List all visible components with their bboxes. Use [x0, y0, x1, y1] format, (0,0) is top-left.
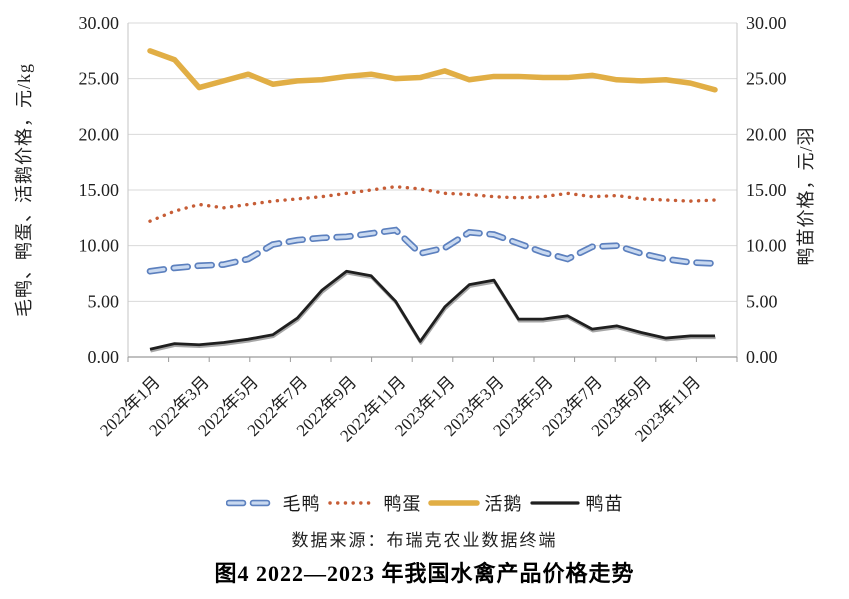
legend-label-yadan: 鸭蛋: [383, 494, 422, 514]
series-maoya-line: [148, 228, 717, 273]
left-axis-tick-label: 10.00: [79, 236, 120, 256]
left-axis-tick-label: 15.00: [79, 180, 120, 200]
right-axis-tick-label: 30.00: [746, 13, 787, 33]
legend-item-yadan: 鸭蛋: [327, 490, 422, 516]
left-axis-tick-label: 25.00: [79, 69, 120, 89]
right-axis-tick-label: 0.00: [746, 347, 778, 367]
legend-swatch-maoya: [225, 499, 278, 507]
legend-swatch-yadan: [327, 501, 378, 505]
legend-item-maoya: 毛鸭: [225, 490, 321, 516]
series-yadan-line: [148, 184, 717, 223]
chart-legend: 毛鸭 鸭蛋 活鹅 鸭苗: [0, 490, 849, 516]
right-axis-tick-label: 25.00: [746, 69, 787, 89]
legend-label-yamiao: 鸭苗: [585, 494, 624, 514]
series-yamiao-shadow: [150, 271, 716, 353]
left-axis-tick-label: 0.00: [88, 347, 120, 367]
left-axis-tick-label: 5.00: [88, 291, 120, 311]
right-axis-title: 鸭苗价格，元/羽: [796, 126, 816, 265]
right-axis-tick-label: 10.00: [746, 236, 787, 256]
left-axis-tick-label: 30.00: [79, 13, 120, 33]
legend-label-maoya: 毛鸭: [282, 494, 321, 514]
legend-swatch-huoe: [427, 500, 480, 506]
legend-item-yamiao: 鸭苗: [529, 490, 624, 516]
legend-label-huoe: 活鹅: [484, 494, 523, 514]
figure-title: 图4 2022—2023 年我国水禽产品价格走势: [214, 561, 635, 586]
legend-item-huoe: 活鹅: [427, 490, 523, 516]
series-huoe-line: [147, 48, 718, 93]
left-axis-title: 毛鸭、鸭蛋、活鹅价格，元/kg: [14, 63, 34, 317]
right-axis-tick-label: 5.00: [746, 291, 778, 311]
left-axis-tick-label: 20.00: [79, 124, 120, 144]
right-axis-tick-label: 20.00: [746, 124, 787, 144]
right-axis-tick-label: 15.00: [746, 180, 787, 200]
waterfowl-price-chart: 0.00 0.00 5.00 5.00 10.00 10.00 15.00 15.00 20.0…: [14, 13, 816, 445]
series-yamiao-line: [149, 269, 715, 351]
legend-swatch-yamiao: [529, 501, 580, 505]
data-source-caption: 数据来源：布瑞克农业数据终端: [291, 531, 558, 550]
